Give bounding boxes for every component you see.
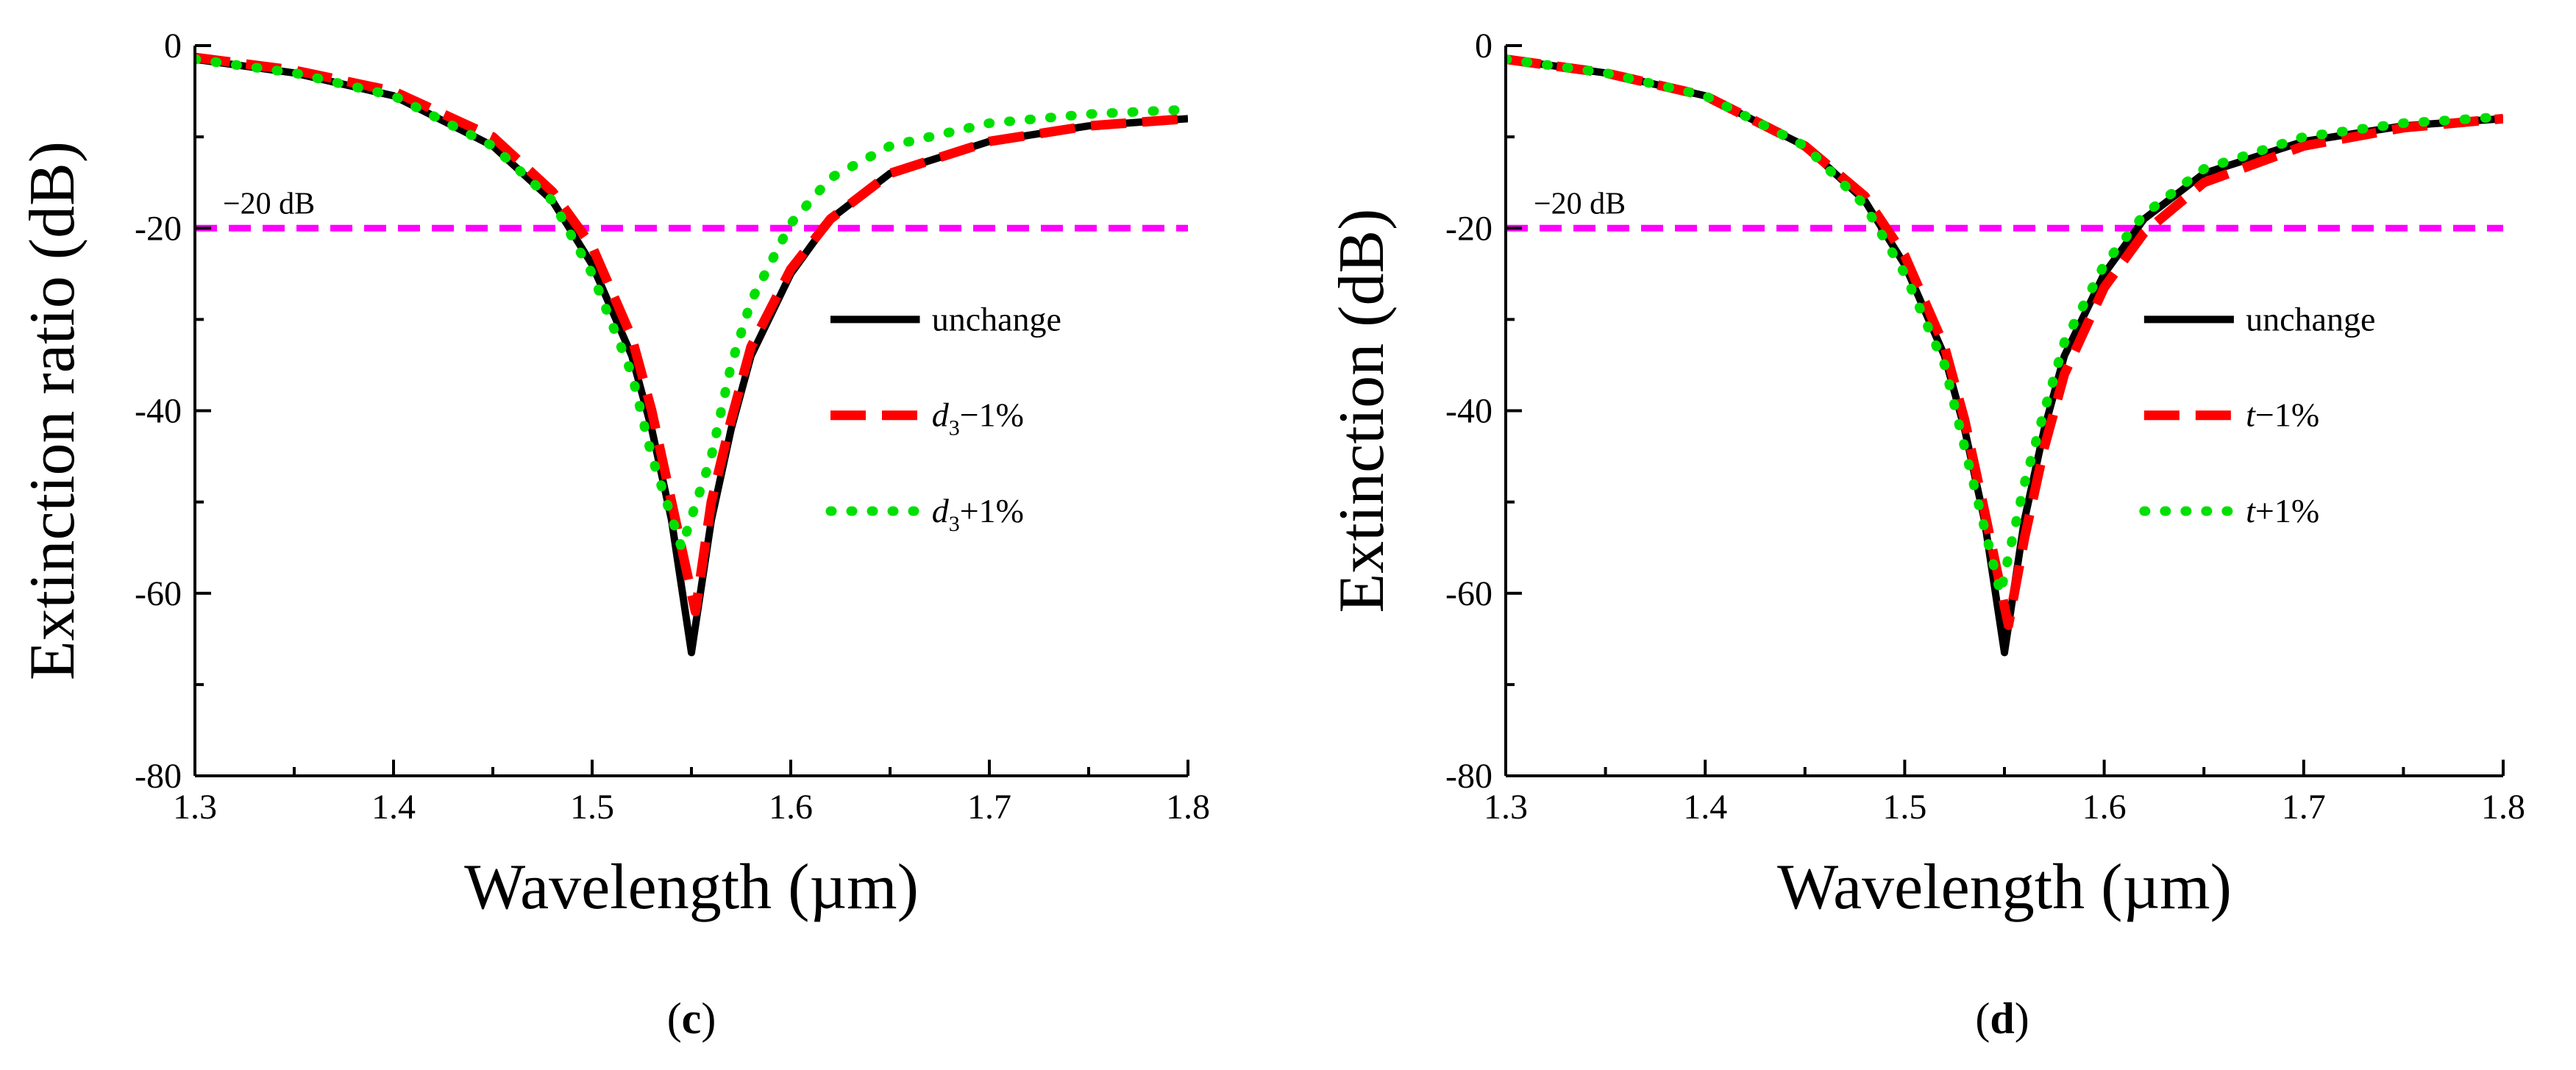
y-tick-label: -20 (1445, 209, 1492, 248)
panel-label-close: ) (2015, 994, 2029, 1043)
y-tick-label: -80 (135, 757, 182, 796)
legend-label-variable: t (2246, 396, 2256, 434)
panel-label: (c) (667, 994, 716, 1043)
legend-label-2: d3+1% (932, 492, 1024, 536)
x-tick-label: 1.5 (1882, 788, 1926, 827)
y-tick-label: -40 (135, 392, 182, 431)
y-tick-label: 0 (1475, 26, 1492, 65)
x-tick-label: 1.7 (967, 788, 1011, 827)
legend-label-text: unchange (2246, 300, 2375, 338)
x-tick-label: 1.7 (2282, 788, 2326, 827)
reference-label: −20 dB (1534, 187, 1626, 221)
legend-label-suffix: −1% (960, 396, 1024, 434)
panel-label: (d) (1975, 994, 2029, 1043)
legend-label-suffix: −1% (2255, 396, 2319, 434)
y-tick-label: -40 (1445, 392, 1492, 431)
panel-label-letter: d (1990, 994, 2014, 1043)
x-tick-label: 1.4 (371, 788, 416, 827)
legend-label-subscript: 3 (949, 416, 960, 441)
legend-label-variable: d (932, 492, 950, 529)
series-line-0 (195, 55, 1188, 657)
y-tick-label: -80 (1445, 757, 1492, 796)
x-tick-label: 1.6 (2082, 788, 2127, 827)
legend-label-variable: d (932, 396, 950, 434)
y-axis-title: Extinction (dB) (1326, 209, 1398, 613)
legend-label-1: d3−1% (932, 396, 1024, 441)
y-tick-label: -60 (135, 574, 182, 613)
series-line-1 (195, 52, 1188, 617)
series-group (1506, 54, 2503, 657)
x-axis-title: Wavelength (µm) (1777, 852, 2232, 923)
chart-panel-c: −20 dB 1.3 1.4 1.5 1.6 1.7 1.8 0 -20 -40 -60 -80 Wav… (17, 26, 1210, 1043)
x-axis-title: Wavelength (µm) (464, 852, 919, 923)
x-tick-label: 1.3 (173, 788, 217, 827)
x-tick-label: 1.6 (769, 788, 813, 827)
panel-label-letter: c (682, 994, 702, 1043)
y-tick-label: -60 (1445, 574, 1492, 613)
y-axis-title: Extinction ratio (dB) (17, 141, 88, 680)
legend-label-suffix: +1% (2255, 492, 2319, 529)
legend-label-0: unchange (2246, 300, 2375, 338)
x-tick-label: 1.5 (570, 788, 614, 827)
x-tick-label: 1.4 (1683, 788, 1727, 827)
series-line-1 (1506, 54, 2503, 630)
chart-panel-d: −20 dB 1.3 1.4 1.5 1.6 1.7 1.8 0 -20 -40 -60 -80 Wav… (1326, 26, 2525, 1043)
legend-label-subscript: 3 (949, 512, 960, 536)
reference-label: −20 dB (223, 187, 315, 221)
panel-label-open: ( (1975, 994, 1990, 1043)
series-group (195, 52, 1188, 657)
legend-label-0: unchange (932, 300, 1061, 338)
y-tick-label: 0 (164, 26, 182, 65)
legend-label-1: t−1% (2246, 396, 2319, 434)
x-tick-label: 1.3 (1484, 788, 1528, 827)
series-line-2 (195, 54, 1188, 553)
x-tick-label: 1.8 (2481, 788, 2525, 827)
legend-label-2: t+1% (2246, 492, 2319, 529)
y-tick-label: -20 (135, 209, 182, 248)
panel-label-close: ) (701, 994, 716, 1043)
legend-label-suffix: +1% (960, 492, 1024, 529)
legend-label-variable: t (2246, 492, 2256, 529)
legend-label-text: unchange (932, 300, 1061, 338)
series-line-2 (1506, 54, 2503, 599)
panel-label-open: ( (667, 994, 682, 1043)
x-tick-label: 1.8 (1166, 788, 1210, 827)
